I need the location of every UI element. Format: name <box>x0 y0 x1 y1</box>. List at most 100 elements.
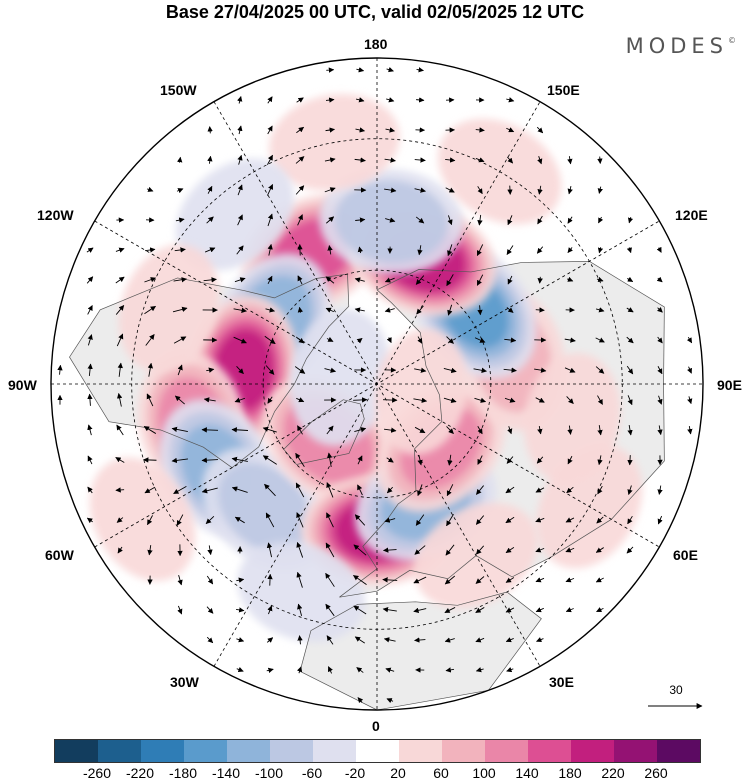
wind-vector <box>626 336 634 344</box>
wind-vector <box>536 637 544 643</box>
wind-vector <box>567 216 573 224</box>
wind-vector <box>414 187 426 193</box>
wind-vector <box>325 127 335 133</box>
wind-vector <box>566 396 574 404</box>
wind-vector <box>506 97 515 103</box>
wind-vector <box>384 517 396 523</box>
wind-vector <box>413 397 428 403</box>
wind-vector <box>267 396 273 404</box>
colorbar-cell <box>528 740 571 762</box>
wind-vector <box>414 637 426 643</box>
wind-vector <box>414 157 426 163</box>
wind-vector <box>297 425 303 435</box>
colorbar-tick-label: -20 <box>344 765 366 781</box>
lon-label-120e: 120E <box>675 207 708 223</box>
wind-vector <box>446 426 454 434</box>
wind-vector <box>357 697 364 704</box>
wind-vector <box>236 366 244 375</box>
colorbar-cell <box>313 740 356 762</box>
wind-vector <box>116 333 124 347</box>
wind-vector <box>687 426 693 435</box>
wind-vector <box>353 544 367 556</box>
colorbar-cell <box>184 740 227 762</box>
wind-vector <box>295 452 305 467</box>
wind-vector <box>596 607 604 613</box>
wind-vector <box>597 247 604 254</box>
wind-vector <box>115 457 125 463</box>
wind-vector <box>237 125 243 135</box>
wind-vector <box>86 517 93 524</box>
wind-vector <box>356 337 363 344</box>
wind-vector <box>504 337 517 343</box>
wind-vector <box>595 577 604 583</box>
colorbar-tick-label: 180 <box>558 765 582 781</box>
wind-vector <box>477 186 483 195</box>
wind-vector <box>236 245 244 255</box>
wind-vector <box>445 544 455 556</box>
wind-vector <box>326 482 334 498</box>
wind-vector <box>296 512 304 528</box>
wind-vector <box>567 455 573 465</box>
wind-vector <box>477 214 483 226</box>
wind-vector <box>296 571 303 588</box>
wind-vector <box>447 244 453 257</box>
wind-vector <box>475 607 485 613</box>
wind-vector <box>236 666 244 673</box>
wind-vector <box>236 637 245 643</box>
wind-vector <box>267 275 273 285</box>
wind-vector <box>595 337 605 343</box>
meridian-line <box>213 101 541 667</box>
wind-vector <box>177 156 183 163</box>
colorbar-ticks: -260 -220 -180 -140 -100 -60 -20 20 60 100 140 180 2… <box>54 765 700 783</box>
wind-vector <box>687 396 693 405</box>
wind-vector <box>382 547 397 553</box>
wind-vector <box>236 607 245 613</box>
wind-vector <box>505 637 514 643</box>
wind-vector <box>535 607 544 613</box>
wind-vector <box>355 127 366 133</box>
wind-vector <box>57 364 63 375</box>
wind-vector <box>627 515 633 525</box>
wind-vector <box>627 424 633 436</box>
wind-vector <box>296 397 305 403</box>
wind-vector <box>206 575 214 585</box>
wind-vector <box>297 306 304 313</box>
wind-vector <box>147 362 153 377</box>
wind-vector <box>295 185 305 195</box>
colorbar-cell <box>98 740 141 762</box>
wind-vector <box>145 334 155 346</box>
wind-vector <box>535 397 545 403</box>
coastline <box>339 261 665 598</box>
wind-vector <box>326 452 333 467</box>
colorbar-tick-label: -260 <box>82 765 112 781</box>
wind-vector <box>326 635 334 645</box>
wind-vector <box>505 577 515 583</box>
wind-vector <box>325 542 335 558</box>
wind-vector <box>507 215 513 226</box>
wind-vector <box>353 575 367 585</box>
wind-vector <box>176 188 184 194</box>
wind-vector <box>413 576 427 584</box>
wind-vector <box>326 425 334 435</box>
colorbar-cell <box>356 740 399 762</box>
wind-vector <box>267 154 273 165</box>
wind-vector <box>505 607 515 613</box>
wind-vector <box>327 245 333 255</box>
wind-vector <box>144 305 157 315</box>
wind-vector <box>382 577 398 583</box>
wind-vector <box>537 426 543 435</box>
wind-vector <box>265 512 275 528</box>
wind-vector <box>567 156 573 165</box>
wind-vector <box>414 426 426 434</box>
wind-vector <box>177 574 183 586</box>
wind-vector <box>386 97 395 103</box>
colorbar-tick-label: 100 <box>472 765 496 781</box>
wind-vector <box>147 515 153 526</box>
wind-vector <box>565 607 574 613</box>
wind-vector <box>325 603 335 617</box>
wind-vector <box>206 606 214 614</box>
wind-vector <box>565 547 575 553</box>
wind-vector <box>117 362 123 377</box>
wind-vector <box>657 515 663 525</box>
wind-vector <box>597 425 603 436</box>
